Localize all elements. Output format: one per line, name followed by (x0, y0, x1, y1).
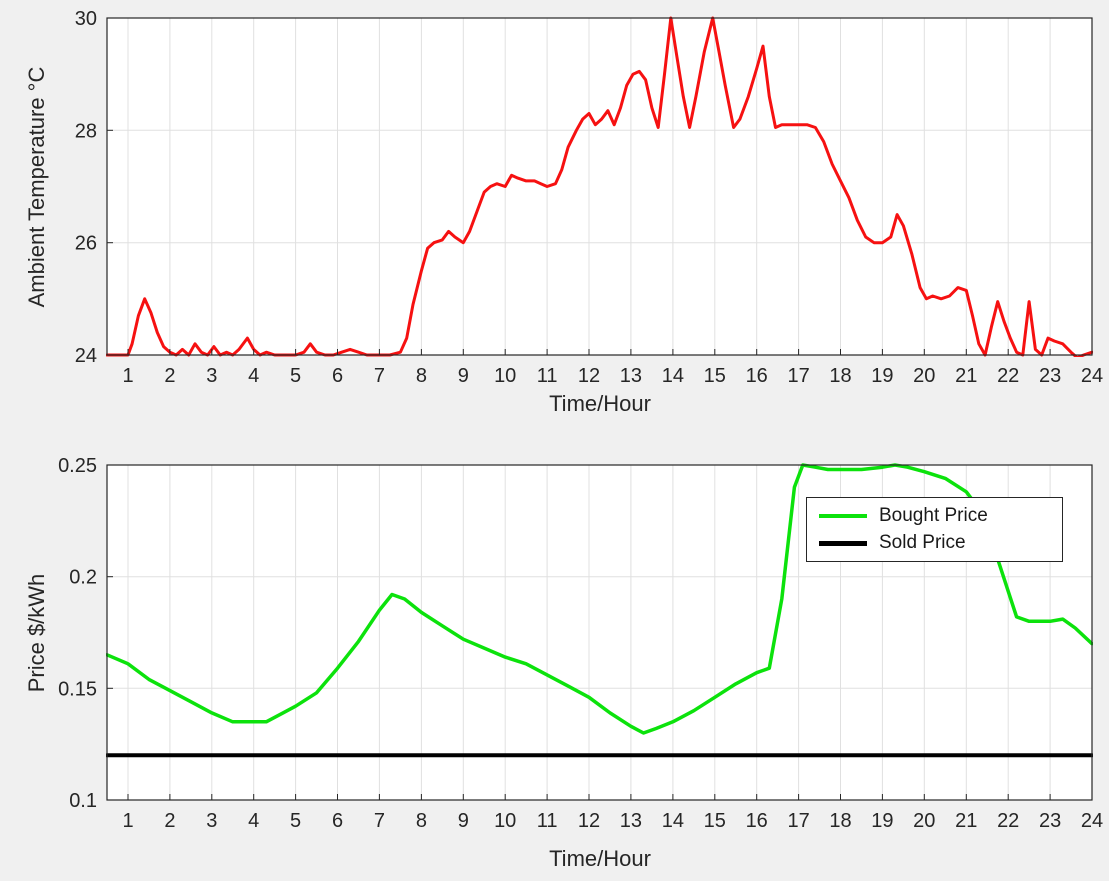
sold-price-line-sample (819, 540, 867, 546)
svg-text:23: 23 (1039, 365, 1061, 387)
svg-text:17: 17 (787, 365, 809, 387)
svg-text:9: 9 (458, 810, 469, 832)
svg-text:26: 26 (75, 233, 97, 255)
svg-text:28: 28 (75, 120, 97, 142)
legend: Bought Price Sold Price (806, 497, 1063, 562)
svg-text:17: 17 (787, 810, 809, 832)
svg-text:2: 2 (164, 365, 175, 387)
svg-text:15: 15 (704, 365, 726, 387)
svg-text:2: 2 (164, 810, 175, 832)
svg-text:21: 21 (955, 810, 977, 832)
svg-text:20: 20 (913, 810, 935, 832)
svg-text:14: 14 (662, 810, 684, 832)
svg-text:12: 12 (578, 810, 600, 832)
svg-text:8: 8 (416, 810, 427, 832)
svg-text:3: 3 (206, 810, 217, 832)
svg-text:10: 10 (494, 810, 516, 832)
svg-text:22: 22 (997, 365, 1019, 387)
svg-text:13: 13 (620, 810, 642, 832)
svg-text:0.1: 0.1 (69, 790, 97, 812)
svg-text:11: 11 (537, 365, 558, 387)
svg-text:1: 1 (122, 365, 133, 387)
svg-text:19: 19 (871, 365, 893, 387)
svg-text:24: 24 (1081, 365, 1103, 387)
svg-text:9: 9 (458, 365, 469, 387)
svg-text:6: 6 (332, 365, 343, 387)
legend-item-bought-price: Bought Price (807, 505, 1062, 527)
svg-text:20: 20 (913, 365, 935, 387)
svg-text:11: 11 (537, 810, 558, 832)
svg-text:23: 23 (1039, 810, 1061, 832)
price-xlabel: Time/Hour (549, 846, 651, 871)
svg-text:18: 18 (829, 365, 851, 387)
svg-text:1: 1 (122, 810, 133, 832)
temperature-plot-svg: 1 2 3 4 5 6 7 8 9 10 11 12 13 14 15 16 17 18 19 20 21 22 23 242… (75, 8, 1103, 387)
temperature-xlabel: Time/Hour (549, 391, 651, 416)
svg-text:22: 22 (997, 810, 1019, 832)
svg-text:7: 7 (374, 810, 385, 832)
legend-label-sold-price: Sold Price (879, 532, 966, 553)
price-ylabel: Price $/kWh (24, 573, 49, 693)
temperature-ylabel: Ambient Temperature °C (24, 66, 49, 308)
svg-text:19: 19 (871, 810, 893, 832)
svg-text:24: 24 (75, 345, 97, 367)
svg-text:12: 12 (578, 365, 600, 387)
svg-text:16: 16 (746, 365, 768, 387)
svg-text:10: 10 (494, 365, 516, 387)
legend-item-sold-price: Sold Price (807, 532, 1062, 554)
svg-text:15: 15 (704, 810, 726, 832)
svg-text:16: 16 (746, 810, 768, 832)
svg-text:14: 14 (662, 365, 684, 387)
svg-text:0.2: 0.2 (69, 567, 97, 589)
svg-text:4: 4 (248, 810, 259, 832)
svg-text:8: 8 (416, 365, 427, 387)
svg-text:21: 21 (955, 365, 977, 387)
svg-text:5: 5 (290, 365, 301, 387)
svg-text:3: 3 (206, 365, 217, 387)
svg-text:6: 6 (332, 810, 343, 832)
svg-text:4: 4 (248, 365, 259, 387)
legend-label-bought-price: Bought Price (879, 505, 988, 526)
svg-text:13: 13 (620, 365, 642, 387)
svg-text:7: 7 (374, 365, 385, 387)
svg-text:0.25: 0.25 (58, 455, 97, 477)
svg-text:30: 30 (75, 8, 97, 30)
svg-text:5: 5 (290, 810, 301, 832)
svg-text:24: 24 (1081, 810, 1103, 832)
svg-text:18: 18 (829, 810, 851, 832)
bought-price-line-sample (819, 514, 867, 518)
svg-text:0.15: 0.15 (58, 678, 97, 700)
